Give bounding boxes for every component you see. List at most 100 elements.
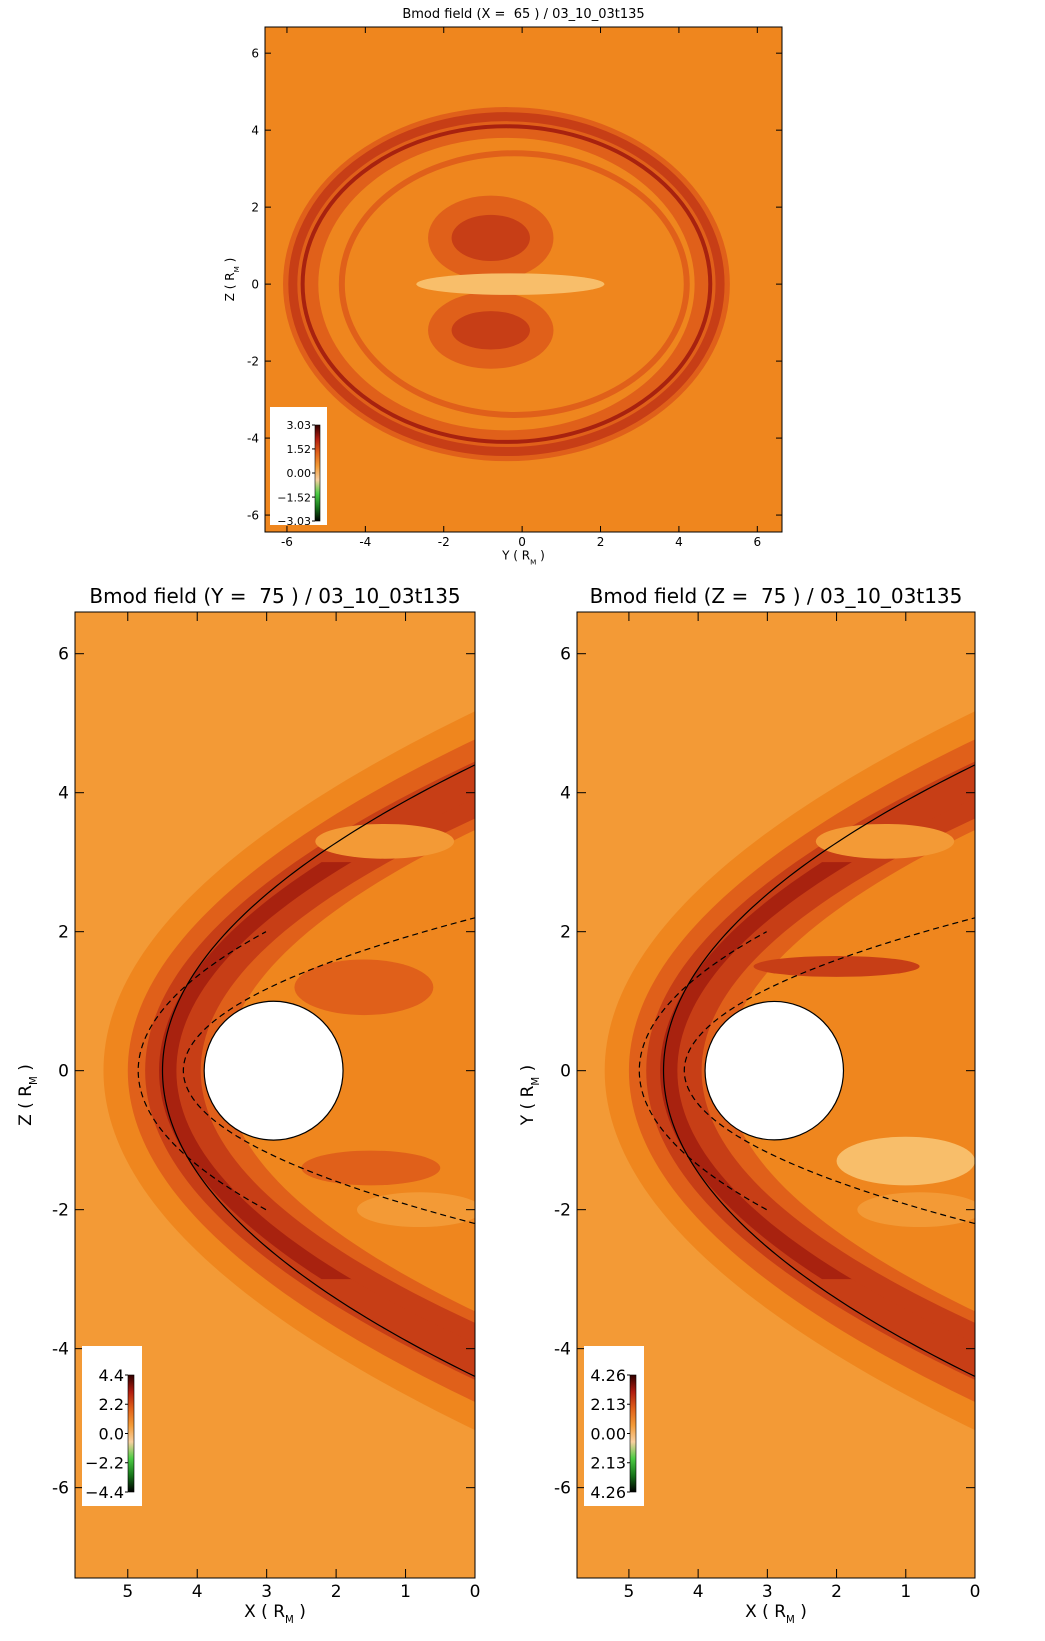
y-tick-label: -6 [52,1479,69,1499]
x-tick-label: 4 [192,1582,203,1602]
planet [704,1000,845,1141]
colorbar-label: −1.52 [277,491,311,504]
xlabel-end: ) [795,1602,807,1622]
x-tick-label: 0 [518,535,526,549]
contour-band [451,214,530,262]
chart-title: Bmod field (X = 65 ) / 03_10_03t135 [402,7,644,22]
x-tick-label: -6 [281,535,293,549]
y-tick-label: -4 [52,1340,69,1360]
x-tick-label: 4 [693,1582,704,1602]
contour-band [815,823,955,859]
x-tick-label: -4 [359,535,371,549]
colorbar-label: −2.2 [85,1454,124,1473]
colorbar-label: 0.00 [287,467,312,480]
plot-frame [74,611,476,1579]
contour-band [416,273,605,295]
ylabel-end: ) [223,258,237,267]
xlabel-subscript: M [530,557,536,566]
x-tick-label: 2 [331,1582,342,1602]
colorbar-label: 1.52 [287,443,312,456]
boundary-line [638,931,767,1211]
xlabel: X ( RM ) [244,1602,306,1626]
ylabel-end: ) [16,1064,36,1076]
x-tick-label: 1 [400,1582,411,1602]
x-tick-label: -2 [438,535,450,549]
y-tick-label: 2 [58,923,69,943]
boundary-line [137,931,267,1211]
colorbar-label: 2.13 [590,1454,626,1473]
boundary-line [662,764,975,1377]
x-tick-label: 2 [831,1582,842,1602]
x-tick-label: 5 [623,1582,634,1602]
xlabel-end: ) [536,549,545,563]
y-tick-label: -6 [247,508,259,522]
y-tick-label: 4 [251,123,259,137]
x-tick-label: 4 [675,535,683,549]
contour-band [356,1192,475,1228]
y-tick-label: -2 [52,1201,69,1221]
contour-band [725,829,975,1312]
y-tick-label: 4 [560,784,571,804]
colorbar-label: 0.0 [99,1424,124,1443]
x-tick-label: 1 [900,1582,911,1602]
y-tick-label: -2 [247,354,259,368]
contour-band [301,1150,441,1186]
colorbar-label: 0.00 [590,1424,626,1443]
contour-band [857,1192,975,1228]
y-tick-label: -2 [554,1201,571,1221]
field [577,612,975,1578]
colorbar [314,424,321,522]
field [75,612,475,1578]
ylabel: Y ( RM ) [518,1065,542,1126]
xlabel-text: X ( R [244,1602,285,1622]
xlabel-text: Y ( R [501,549,530,563]
xlabel: Y ( RM ) [501,549,545,567]
x-tick-label: 5 [122,1582,133,1602]
ylabel: Z ( RM ) [223,258,241,302]
y-tick-label: 6 [251,46,259,60]
xlabel: X ( RM ) [745,1602,807,1626]
xlabel-end: ) [294,1602,306,1622]
boundary-line [683,917,975,1225]
field [265,27,782,532]
y-tick-label: -6 [554,1479,571,1499]
y-tick-label: 6 [58,645,69,665]
x-tick-label: 3 [762,1582,773,1602]
colorbar-label: −3.03 [277,515,311,528]
ylabel: Z ( RM ) [16,1064,40,1126]
ylabel-text: Z ( R [16,1085,36,1126]
y-tick-label: -4 [247,431,259,445]
contour-band [294,959,434,1016]
y-tick-label: 6 [560,645,571,665]
colorbar-label: 3.03 [287,419,312,432]
y-tick-label: 4 [58,784,69,804]
chart-title: Bmod field (Z = 75 ) / 03_10_03t135 [590,584,963,608]
contour-band [836,1136,975,1186]
plot-frame [576,611,976,1579]
contour-band [225,829,475,1312]
y-tick-label: -4 [554,1340,571,1360]
colorbar-label: 4.26 [590,1483,626,1502]
ylabel-end: ) [518,1065,538,1077]
xlabel-subscript: M [285,1615,294,1626]
boundary-line [161,764,475,1377]
contour-band [288,112,725,457]
y-tick-label: 0 [58,1062,69,1082]
contour-band [315,823,455,859]
colorbar-label: 2.2 [99,1395,124,1414]
x-tick-label: 3 [261,1582,272,1602]
colorbar-label: 2.13 [590,1395,626,1414]
xlabel-subscript: M [786,1615,795,1626]
ylabel-text: Y ( R [518,1085,538,1126]
ylabel-text: Z ( R [223,272,237,301]
x-tick-label: 2 [597,535,605,549]
y-tick-label: 2 [251,200,259,214]
y-tick-label: 0 [251,277,259,291]
boundary-line [182,917,475,1225]
ylabel-subscript: M [530,1077,541,1086]
y-tick-label: 2 [560,923,571,943]
y-tick-label: 0 [560,1062,571,1082]
colorbar [629,1374,637,1493]
colorbar-label: −4.4 [85,1483,124,1502]
